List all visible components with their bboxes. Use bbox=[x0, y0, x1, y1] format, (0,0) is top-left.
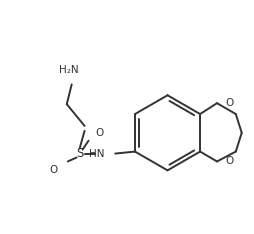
Text: O: O bbox=[225, 157, 233, 166]
Text: HN: HN bbox=[89, 149, 104, 159]
Text: H₂N: H₂N bbox=[59, 65, 78, 74]
Text: O: O bbox=[225, 98, 233, 108]
Text: O: O bbox=[96, 128, 104, 138]
Text: O: O bbox=[50, 165, 58, 175]
Text: S: S bbox=[76, 147, 83, 160]
